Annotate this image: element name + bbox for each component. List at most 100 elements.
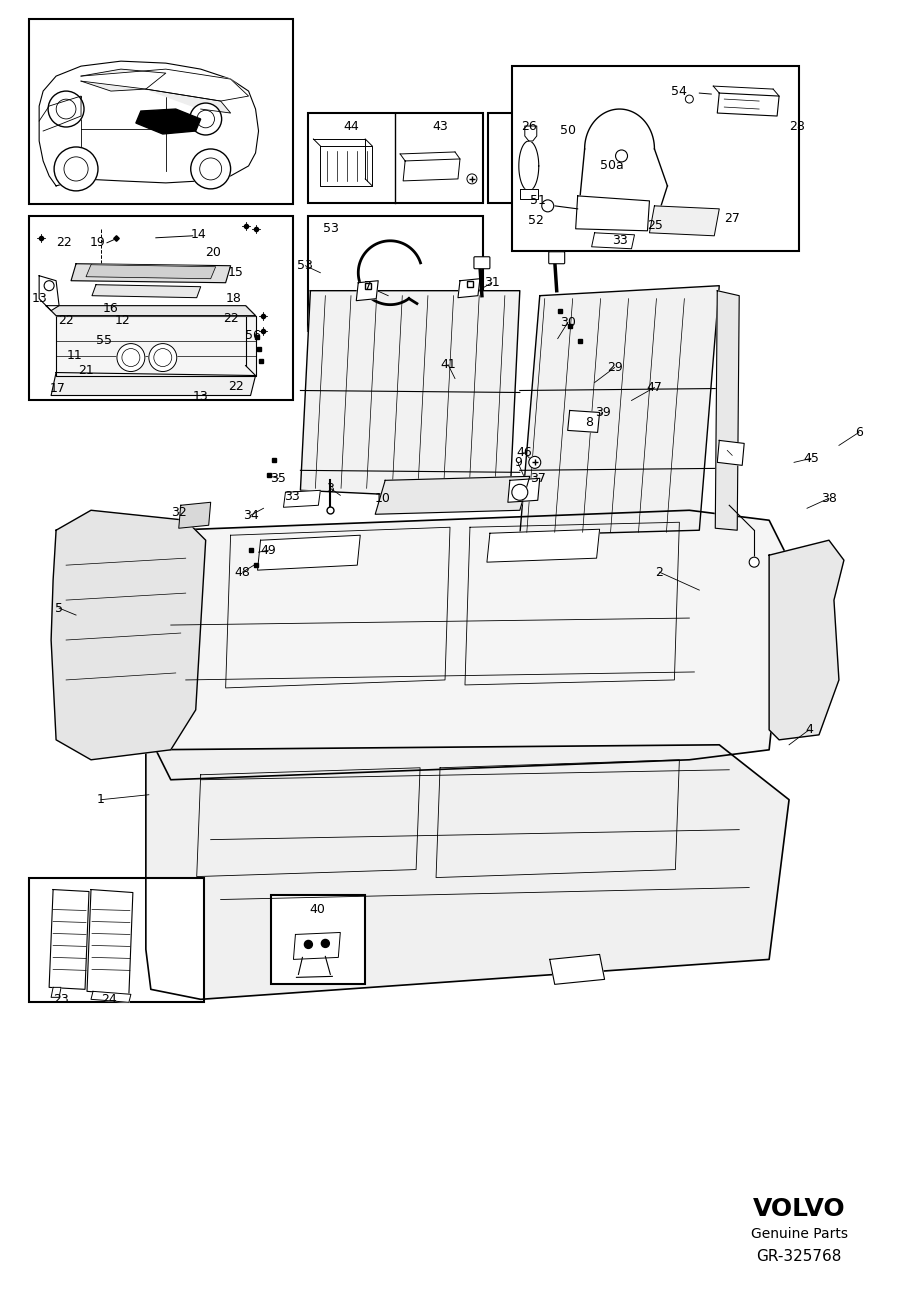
Polygon shape xyxy=(39,275,59,310)
Text: 38: 38 xyxy=(821,492,837,505)
Polygon shape xyxy=(136,109,201,134)
Bar xyxy=(271,895,365,985)
Text: 31: 31 xyxy=(484,277,500,290)
Text: 50a: 50a xyxy=(600,160,623,173)
Text: 28: 28 xyxy=(789,120,805,132)
Text: 12: 12 xyxy=(115,314,130,327)
Text: 49: 49 xyxy=(261,544,276,557)
Circle shape xyxy=(529,456,541,469)
Text: 25: 25 xyxy=(648,220,663,233)
Circle shape xyxy=(48,91,84,127)
Text: 18: 18 xyxy=(226,292,242,305)
Text: 34: 34 xyxy=(243,509,258,522)
Polygon shape xyxy=(458,279,480,297)
Text: 10: 10 xyxy=(374,492,390,505)
Circle shape xyxy=(149,344,177,372)
Text: 27: 27 xyxy=(724,212,740,225)
Text: 24: 24 xyxy=(101,992,117,1005)
Polygon shape xyxy=(525,126,536,142)
Text: 21: 21 xyxy=(78,364,94,377)
Bar xyxy=(29,216,294,400)
Text: 9: 9 xyxy=(514,456,522,469)
Text: 35: 35 xyxy=(271,472,286,485)
Polygon shape xyxy=(46,305,255,316)
Text: 33: 33 xyxy=(612,234,628,247)
Polygon shape xyxy=(568,410,600,433)
Text: 55: 55 xyxy=(96,334,112,347)
Text: 48: 48 xyxy=(235,565,251,578)
Text: 26: 26 xyxy=(521,120,536,132)
Circle shape xyxy=(304,940,313,948)
Text: 52: 52 xyxy=(528,214,544,227)
Text: 11: 11 xyxy=(66,349,82,362)
Polygon shape xyxy=(508,478,540,503)
Text: 17: 17 xyxy=(50,382,66,395)
Text: 33: 33 xyxy=(284,490,300,503)
Text: 43: 43 xyxy=(432,120,448,132)
Polygon shape xyxy=(81,69,248,101)
Text: 45: 45 xyxy=(803,452,819,465)
Text: 20: 20 xyxy=(205,247,220,260)
Text: 39: 39 xyxy=(594,407,611,420)
Text: 29: 29 xyxy=(607,361,622,374)
Polygon shape xyxy=(87,890,133,994)
Text: 30: 30 xyxy=(560,316,575,329)
Polygon shape xyxy=(178,503,211,529)
Text: 13: 13 xyxy=(193,390,208,403)
Polygon shape xyxy=(715,291,739,530)
Polygon shape xyxy=(71,264,231,283)
Bar xyxy=(488,113,570,203)
Text: 5: 5 xyxy=(55,601,63,614)
Text: 1: 1 xyxy=(97,794,105,807)
Text: 15: 15 xyxy=(227,266,244,279)
Polygon shape xyxy=(146,90,231,113)
Text: VOLVO: VOLVO xyxy=(753,1196,845,1221)
Text: 50: 50 xyxy=(560,125,575,138)
Polygon shape xyxy=(39,61,258,186)
Text: 51: 51 xyxy=(530,195,545,208)
Circle shape xyxy=(322,939,330,947)
Circle shape xyxy=(54,147,98,191)
Text: Genuine Parts: Genuine Parts xyxy=(750,1226,847,1241)
Text: 32: 32 xyxy=(171,505,187,518)
Text: 46: 46 xyxy=(516,446,532,459)
Polygon shape xyxy=(51,373,255,395)
Text: 37: 37 xyxy=(530,472,545,485)
Text: 23: 23 xyxy=(53,992,69,1005)
Polygon shape xyxy=(769,540,843,740)
Polygon shape xyxy=(592,233,634,249)
Polygon shape xyxy=(51,511,206,760)
Text: 16: 16 xyxy=(103,303,119,316)
Polygon shape xyxy=(56,316,255,375)
Text: 53: 53 xyxy=(297,260,313,273)
Polygon shape xyxy=(375,477,530,514)
Polygon shape xyxy=(284,490,321,508)
Polygon shape xyxy=(49,890,89,990)
Text: 19: 19 xyxy=(90,236,106,249)
FancyBboxPatch shape xyxy=(474,257,490,269)
Polygon shape xyxy=(718,94,779,116)
Polygon shape xyxy=(301,291,520,500)
Text: 40: 40 xyxy=(310,903,325,916)
Text: 56: 56 xyxy=(245,329,261,342)
Text: 6: 6 xyxy=(855,426,863,439)
Text: 8: 8 xyxy=(585,416,593,429)
Polygon shape xyxy=(81,69,166,91)
Bar xyxy=(308,216,483,331)
Polygon shape xyxy=(650,205,719,236)
Text: 7: 7 xyxy=(364,281,372,294)
Polygon shape xyxy=(91,991,130,1003)
Text: 22: 22 xyxy=(58,314,74,327)
Polygon shape xyxy=(487,529,600,562)
Text: 3: 3 xyxy=(326,482,334,495)
Text: 47: 47 xyxy=(647,381,662,394)
Polygon shape xyxy=(92,284,201,297)
Polygon shape xyxy=(321,145,372,186)
Polygon shape xyxy=(294,933,341,960)
FancyBboxPatch shape xyxy=(549,252,564,264)
Polygon shape xyxy=(575,196,650,231)
Text: 4: 4 xyxy=(805,724,813,737)
Polygon shape xyxy=(520,286,719,535)
Polygon shape xyxy=(51,987,61,998)
Text: 2: 2 xyxy=(656,565,663,578)
